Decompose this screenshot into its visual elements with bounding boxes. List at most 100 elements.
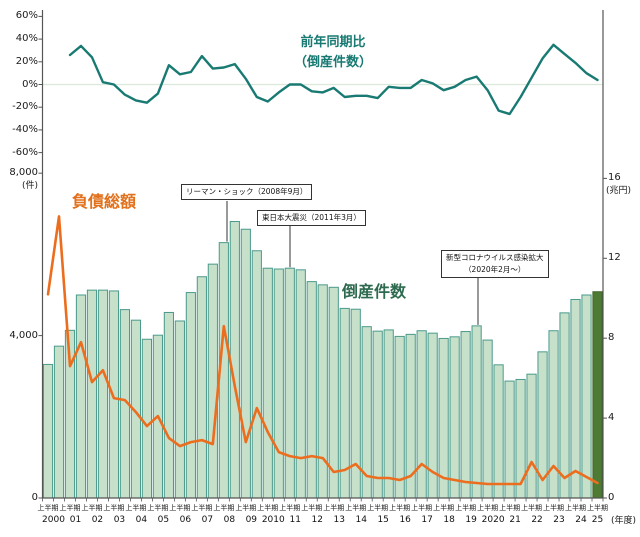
x-axis-year-label: 17 <box>421 515 433 525</box>
x-axis-half-label: 上半期 <box>213 504 235 512</box>
x-axis-year-label: 09 <box>245 515 258 525</box>
count-axis-unit: (件) <box>21 181 38 192</box>
bar-2014上半期 <box>350 308 361 499</box>
x-axis-half-label: 上半期 <box>521 504 543 512</box>
yen-axis-label: 12 <box>608 252 621 264</box>
x-axis-year-label: 15 <box>377 515 389 525</box>
x-axis-half-label: 上半期 <box>81 504 103 512</box>
liabilities-series-label: 負債総額 <box>72 192 137 211</box>
x-axis-year-label: 2010 <box>261 515 285 525</box>
x-axis-half-label: 上半期 <box>37 504 59 512</box>
x-axis-half-label: 上半期 <box>147 504 169 512</box>
bar-2025上半期 <box>592 291 603 499</box>
x-axis-year-label: 2020 <box>481 515 505 525</box>
x-axis-half-label: 上半期 <box>433 504 455 512</box>
bar-2012下半期 <box>317 284 328 499</box>
x-axis-half-label: 上半期 <box>565 504 587 512</box>
x-axis-year-label: 13 <box>333 515 345 525</box>
count-axis-label: 0 <box>31 492 38 503</box>
x-axis-year-label: 19 <box>465 515 477 525</box>
x-axis-half-label: 上半期 <box>345 504 367 512</box>
x-axis-year-label: 2000 <box>42 515 65 525</box>
x-axis-half-label: 上半期 <box>367 504 389 512</box>
annotation-lehman-shock: リーマン・ショック（2008年9月） <box>181 184 313 200</box>
x-axis-year-label: 24 <box>575 515 587 525</box>
x-axis-year-label: 14 <box>355 515 367 525</box>
yen-axis-label: 4 <box>608 412 615 424</box>
x-axis-year-label: 01 <box>69 515 82 525</box>
x-axis-half-label: 上半期 <box>191 504 213 512</box>
x-axis-half-label: 上半期 <box>411 504 433 512</box>
bar-2012上半期 <box>306 281 317 499</box>
bar-2022上半期 <box>526 373 537 499</box>
annotation-covid: 新型コロナウイルス感染拡大 （2020年2月～） <box>441 250 549 278</box>
x-axis-year-label: 08 <box>223 515 236 525</box>
x-axis-year-label: 12 <box>311 515 323 525</box>
bar-2000下半期 <box>53 345 65 499</box>
yoy-series-label-line2: （倒産件数） <box>293 55 372 70</box>
bar-2009下半期 <box>251 250 262 499</box>
x-axis-year-label: 04 <box>135 515 148 525</box>
bar-2011下半期 <box>295 269 306 499</box>
x-axis-half-label: 上半期 <box>389 504 411 512</box>
x-axis-year-label: 06 <box>179 515 192 525</box>
annotation-lehman-text: リーマン・ショック（2008年9月） <box>186 187 308 196</box>
count-axis-label: 4,000 <box>9 329 38 341</box>
yen-axis-label: 0 <box>608 492 615 503</box>
x-axis-year-label: 22 <box>531 515 543 525</box>
bar-2011上半期 <box>284 267 295 499</box>
count-axis-label: 8,000 <box>9 167 38 179</box>
x-axis-half-label: 上半期 <box>257 504 279 512</box>
bar-2002下半期 <box>97 289 109 499</box>
pct-axis-label: 0% <box>22 78 38 90</box>
bar-2002上半期 <box>86 289 98 499</box>
yen-axis-label: 8 <box>608 332 615 344</box>
x-axis-year-label: 23 <box>553 515 565 525</box>
bar-2006下半期 <box>185 292 196 499</box>
annotation-tohoku-text: 東日本大震災（2011年3月） <box>262 213 361 222</box>
bar-2001下半期 <box>75 294 87 499</box>
bar-2010上半期 <box>262 267 273 499</box>
x-axis-half-label: 上半期 <box>455 504 477 512</box>
x-axis-year-label: 16 <box>399 515 411 525</box>
bar-2005下半期 <box>163 311 174 499</box>
x-axis-half-label: 上半期 <box>323 504 345 512</box>
bar-2020上半期 <box>482 339 493 499</box>
x-axis-year-label: 18 <box>443 515 455 525</box>
bar-2015上半期 <box>372 330 383 499</box>
x-axis-year-label: 21 <box>509 515 521 525</box>
yoy-line <box>68 43 599 116</box>
annotation-covid-text-line1: 新型コロナウイルス感染拡大 <box>446 253 544 262</box>
bar-2023下半期 <box>559 312 570 499</box>
yoy-series-label: 前年同期比 （倒産件数） <box>268 33 398 73</box>
x-axis-half-label: 上半期 <box>59 504 81 512</box>
bar-2019上半期 <box>460 331 471 499</box>
x-axis-half-label: 上半期 <box>301 504 323 512</box>
x-axis-year-label: 11 <box>289 515 301 525</box>
x-axis-year-label: 02 <box>91 515 104 525</box>
pct-axis-label: 40% <box>15 33 38 45</box>
bar-2024上半期 <box>570 298 581 499</box>
x-axis-half-label: 上半期 <box>587 504 608 512</box>
bar-2024下半期 <box>581 294 592 499</box>
bar-2008下半期 <box>229 221 240 499</box>
pct-axis-label: 60% <box>15 10 38 22</box>
bar-2021上半期 <box>504 380 515 499</box>
x-axis-year-label: 07 <box>201 515 214 525</box>
x-axis-half-label: 上半期 <box>279 504 301 512</box>
bar-2007下半期 <box>207 263 218 499</box>
liabilities-line <box>46 215 599 486</box>
bar-2009上半期 <box>240 228 251 499</box>
bar-2007上半期 <box>196 276 207 499</box>
pct-axis-label: -40% <box>12 123 38 135</box>
pct-axis-label: -20% <box>12 101 38 113</box>
bar-2015下半期 <box>383 329 394 499</box>
bar-2020下半期 <box>493 364 504 499</box>
bar-2023上半期 <box>548 330 559 499</box>
x-axis-year-label: 25 <box>591 515 604 525</box>
bar-2017上半期 <box>416 330 427 499</box>
x-axis-unit: (年度) <box>611 516 637 526</box>
x-axis-year-label: 05 <box>157 515 170 525</box>
